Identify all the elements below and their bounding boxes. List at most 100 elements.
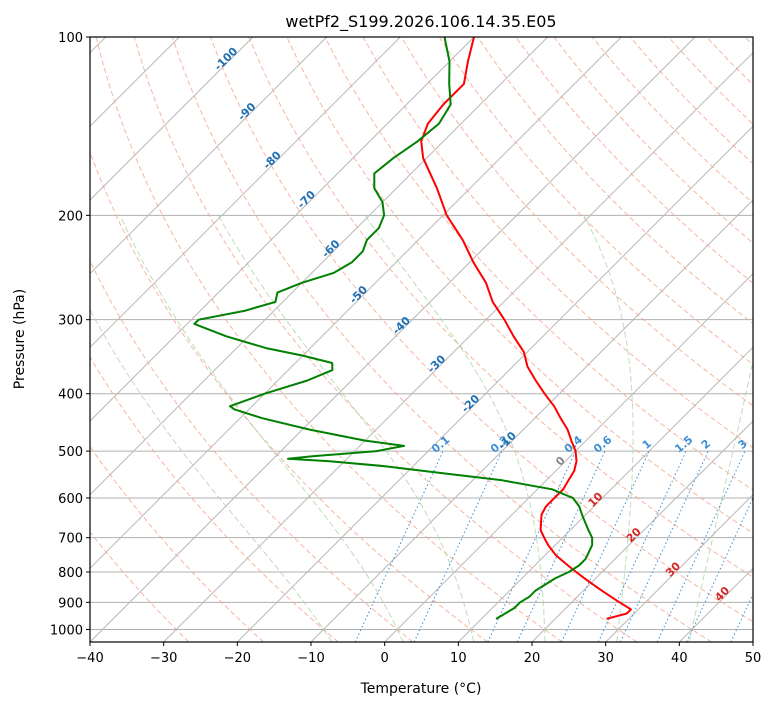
- dry-adiabat: [515, 37, 753, 284]
- x-tick-label: 40: [671, 651, 688, 666]
- moist-adiabat: [90, 308, 333, 642]
- dry-adiabat: [210, 37, 753, 623]
- mixing-ratio-label: 1: [640, 437, 654, 452]
- dry-adiabat: [362, 37, 753, 449]
- dry-adiabats: [90, 37, 753, 642]
- isotherm-line: [90, 37, 696, 642]
- mixing-ratio-label: 3: [736, 437, 750, 452]
- moist-adiabat: [364, 215, 546, 642]
- dry-adiabat: [553, 37, 753, 244]
- x-tick-label: −10: [297, 651, 324, 666]
- dry-adiabat: [706, 37, 753, 86]
- mixing-ratio-label: 1.5: [672, 433, 695, 455]
- mixing-ratio-line: [487, 450, 577, 642]
- isotherm-label: 20: [624, 525, 644, 545]
- isotherm-label: 40: [712, 584, 732, 604]
- y-tick-label: 300: [58, 314, 83, 329]
- x-axis-label: Temperature (°C): [360, 681, 482, 697]
- x-tick-label: 10: [450, 651, 467, 666]
- dry-adiabat: [400, 37, 753, 407]
- mixing-ratio-line: [516, 450, 606, 642]
- isotherm-line: [531, 420, 753, 642]
- mixing-ratio-label: 0.1: [429, 433, 452, 455]
- isotherm-line: [90, 37, 475, 422]
- mixing-ratio-line: [656, 450, 746, 642]
- dry-adiabat: [324, 37, 753, 491]
- y-tick-label: 100: [58, 31, 83, 46]
- dry-adiabat: [90, 531, 190, 642]
- dry-adiabat: [248, 37, 753, 578]
- y-tick-label: 1000: [50, 623, 83, 638]
- dry-adiabat: [90, 445, 264, 642]
- x-tick-label: −40: [76, 651, 103, 666]
- isotherm-line: [457, 346, 753, 642]
- isotherm-line: [236, 125, 753, 642]
- mixing-ratio-line: [354, 450, 444, 642]
- isotherm-line: [90, 37, 401, 349]
- isotherm-line: [678, 567, 753, 642]
- dry-adiabat: [95, 37, 563, 642]
- isotherm-label: -60: [319, 237, 342, 260]
- isotherm-label: 30: [663, 559, 683, 579]
- dry-adiabat: [668, 37, 753, 125]
- isotherm-line: [752, 641, 753, 642]
- x-tick-label: 30: [597, 651, 614, 666]
- plot-area: 0.10.20.40.611.52346810131620253036 -100…: [90, 37, 775, 642]
- skewed-isotherms: [90, 37, 753, 642]
- mixing-ratio-label: 2: [699, 437, 713, 452]
- profile-series: [193, 37, 632, 620]
- isotherm-label: -20: [459, 392, 482, 415]
- moist-adiabats: [90, 215, 753, 642]
- pressure-gridlines: [90, 37, 753, 630]
- mixing-ratio-line: [760, 451, 775, 642]
- isotherm-line: [163, 51, 753, 642]
- mixing-ratio-line: [619, 450, 709, 642]
- isotherm-label: -40: [390, 314, 413, 337]
- dry-adiabat: [133, 37, 638, 642]
- y-tick-label: 500: [58, 445, 83, 460]
- dry-adiabat: [171, 37, 712, 642]
- x-axis-ticks: −40 −30 −20 −10 0 10 20 30 40 50: [76, 642, 761, 666]
- isotherm-label: -100: [212, 44, 241, 73]
- moist-adiabat: [688, 358, 753, 642]
- y-tick-label: 700: [58, 532, 83, 547]
- mixing-ratio-label: 0.6: [591, 433, 615, 456]
- x-tick-label: −30: [150, 651, 177, 666]
- moist-adiabat: [217, 215, 475, 642]
- dry-adiabat: [90, 259, 414, 642]
- x-tick-label: −20: [224, 651, 251, 666]
- dewpoint-line: [193, 37, 594, 620]
- plot-frame: [89, 36, 754, 643]
- y-tick-label: 600: [58, 492, 83, 507]
- dry-adiabat: [591, 37, 753, 204]
- mixing-ratio-labels: 0.10.20.40.611.52346810131620253036: [429, 433, 775, 456]
- isotherm-line: [310, 199, 753, 642]
- isotherm-label: -50: [347, 283, 370, 306]
- y-axis-label: Pressure (hPa): [12, 289, 28, 389]
- moist-adiabat: [119, 215, 404, 642]
- x-tick-label: 50: [745, 651, 762, 666]
- y-tick-label: 400: [58, 388, 83, 403]
- mixing-ratio-line: [413, 450, 503, 642]
- mixing-ratio-line: [686, 496, 753, 642]
- isotherm-label: 10: [586, 490, 606, 510]
- mixing-ratio-lines: [354, 450, 775, 642]
- mixing-ratio-line: [561, 450, 650, 642]
- y-axis-ticks: 100 200 300 400 500 600 700 800 900 1000: [50, 31, 90, 638]
- mixing-ratio-line: [597, 450, 687, 642]
- isotherm-label: -70: [295, 188, 318, 211]
- y-tick-label: 200: [58, 209, 83, 224]
- isotherm-line: [90, 37, 254, 201]
- isotherm-line: [90, 37, 622, 570]
- dry-adiabat: [438, 37, 753, 366]
- isotherm-label: -30: [425, 352, 448, 375]
- mixing-ratio-label: 4: [765, 437, 775, 452]
- moist-adiabat: [583, 215, 634, 642]
- x-tick-label: 20: [524, 651, 541, 666]
- dry-adiabat: [744, 37, 753, 47]
- dry-adiabat: [90, 150, 488, 642]
- isotherm-line: [90, 37, 328, 275]
- isotherm-line: [90, 37, 549, 496]
- y-tick-label: 800: [58, 566, 83, 581]
